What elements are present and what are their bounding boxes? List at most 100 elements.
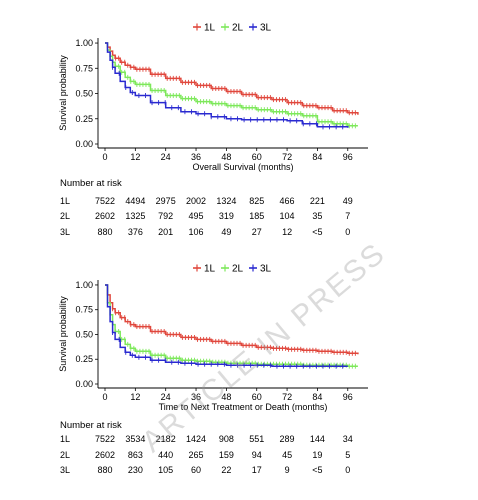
y-tick-label: 0.25 — [75, 114, 93, 124]
chart-panel-2: 1L 2L 3L 0.00 0.25 0.50 0.75 1.00 0 12 24 36 48 60 72 8… — [58, 264, 368, 475]
risk-value: 221 — [310, 196, 325, 206]
legend-label-3L: 3L — [260, 264, 272, 275]
x-tick-label: 84 — [312, 152, 322, 162]
risk-value: 49 — [221, 227, 231, 237]
risk-table-title: Number at risk — [60, 178, 122, 189]
risk-value: 466 — [280, 196, 295, 206]
risk-value: 2975 — [156, 196, 176, 206]
risk-value: 106 — [189, 227, 204, 237]
risk-value: 0 — [345, 227, 350, 237]
risk-value: 2602 — [95, 211, 115, 221]
x-tick-label: 36 — [191, 392, 201, 402]
risk-value: 17 — [252, 465, 262, 475]
risk-value: 2182 — [156, 434, 176, 444]
risk-value: <5 — [312, 227, 322, 237]
y-tick-label: 0.00 — [75, 139, 93, 149]
x-tick-label: 12 — [130, 392, 140, 402]
x-tick-label: 36 — [191, 152, 201, 162]
risk-value: 35 — [312, 211, 322, 221]
risk-value: 49 — [343, 196, 353, 206]
x-axis-label: Time to Next Treatment or Death (months) — [159, 402, 328, 412]
risk-value: 863 — [128, 450, 143, 460]
x-tick-label: 0 — [102, 152, 107, 162]
risk-value: 22 — [221, 465, 231, 475]
curve-1L — [105, 284, 359, 355]
x-tick-label: 0 — [102, 392, 107, 402]
risk-value: 908 — [219, 434, 234, 444]
risk-value: 1325 — [125, 211, 145, 221]
x-tick-label: 12 — [130, 152, 140, 162]
risk-value: 185 — [249, 211, 264, 221]
legend-label-2L: 2L — [232, 23, 244, 34]
risk-value: 551 — [249, 434, 264, 444]
risk-value: 4494 — [125, 196, 145, 206]
risk-value: 12 — [282, 227, 292, 237]
risk-value: 7522 — [95, 196, 115, 206]
y-tick-label: 0.75 — [75, 305, 93, 315]
risk-value: 60 — [191, 465, 201, 475]
risk-value: 880 — [97, 465, 112, 475]
risk-value: 825 — [249, 196, 264, 206]
risk-value: 104 — [280, 211, 295, 221]
y-tick-label: 0.00 — [75, 379, 93, 389]
x-tick-label: 48 — [221, 152, 231, 162]
x-axis-label: Overall Survival (months) — [192, 162, 293, 172]
x-tick-label: 72 — [282, 392, 292, 402]
risk-value: 19 — [312, 450, 322, 460]
y-axis-label: Survival probability — [58, 296, 68, 372]
risk-table-title: Number at risk — [60, 420, 122, 431]
risk-value: 94 — [252, 450, 262, 460]
risk-value: 495 — [189, 211, 204, 221]
risk-value: 9 — [285, 465, 290, 475]
y-tick-label: 0.25 — [75, 354, 93, 364]
risk-value: 144 — [310, 434, 325, 444]
risk-value: 319 — [219, 211, 234, 221]
curve-1L — [105, 42, 359, 115]
x-tick-label: 24 — [161, 392, 171, 402]
curve-2L — [105, 284, 358, 367]
risk-value: 5 — [345, 450, 350, 460]
y-axis-label: Survival probability — [58, 55, 68, 131]
risk-value: 376 — [128, 227, 143, 237]
risk-row-label-2L: 2L — [60, 211, 70, 221]
x-tick-label: 84 — [312, 392, 322, 402]
x-tick-label: 96 — [343, 152, 353, 162]
risk-value: 201 — [158, 227, 173, 237]
y-tick-label: 0.75 — [75, 63, 93, 73]
legend-label-1L: 1L — [204, 264, 216, 275]
x-tick-label: 24 — [161, 152, 171, 162]
risk-row-label-2L: 2L — [60, 450, 70, 460]
x-tick-label: 60 — [252, 392, 262, 402]
risk-value: 27 — [252, 227, 262, 237]
x-tick-label: 60 — [252, 152, 262, 162]
legend-label-1L: 1L — [204, 23, 216, 34]
y-tick-label: 1.00 — [75, 38, 93, 48]
risk-value: 1424 — [186, 434, 206, 444]
risk-value: 289 — [280, 434, 295, 444]
legend-label-3L: 3L — [260, 23, 272, 34]
x-tick-label: 72 — [282, 152, 292, 162]
x-tick-label: 96 — [343, 392, 353, 402]
curve-3L — [105, 42, 349, 128]
risk-value: 0 — [345, 465, 350, 475]
risk-row-label-1L: 1L — [60, 434, 70, 444]
risk-value: 34 — [343, 434, 353, 444]
risk-value: 230 — [128, 465, 143, 475]
x-tick-label: 48 — [221, 392, 231, 402]
risk-value: 3534 — [125, 434, 145, 444]
risk-value: 880 — [97, 227, 112, 237]
y-tick-label: 0.50 — [75, 329, 93, 339]
risk-value: 159 — [219, 450, 234, 460]
risk-value: 2602 — [95, 450, 115, 460]
risk-value: 7 — [345, 211, 350, 221]
risk-value: 792 — [158, 211, 173, 221]
y-tick-label: 1.00 — [75, 280, 93, 290]
risk-value: 2002 — [186, 196, 206, 206]
risk-row-label-1L: 1L — [60, 196, 70, 206]
risk-row-label-3L: 3L — [60, 227, 70, 237]
y-tick-label: 0.50 — [75, 89, 93, 99]
risk-row-label-3L: 3L — [60, 465, 70, 475]
risk-value: 45 — [282, 450, 292, 460]
risk-value: 265 — [189, 450, 204, 460]
